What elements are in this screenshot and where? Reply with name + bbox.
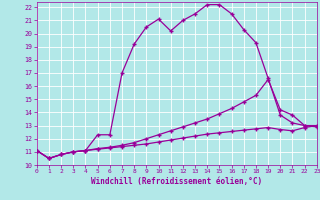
- X-axis label: Windchill (Refroidissement éolien,°C): Windchill (Refroidissement éolien,°C): [91, 177, 262, 186]
